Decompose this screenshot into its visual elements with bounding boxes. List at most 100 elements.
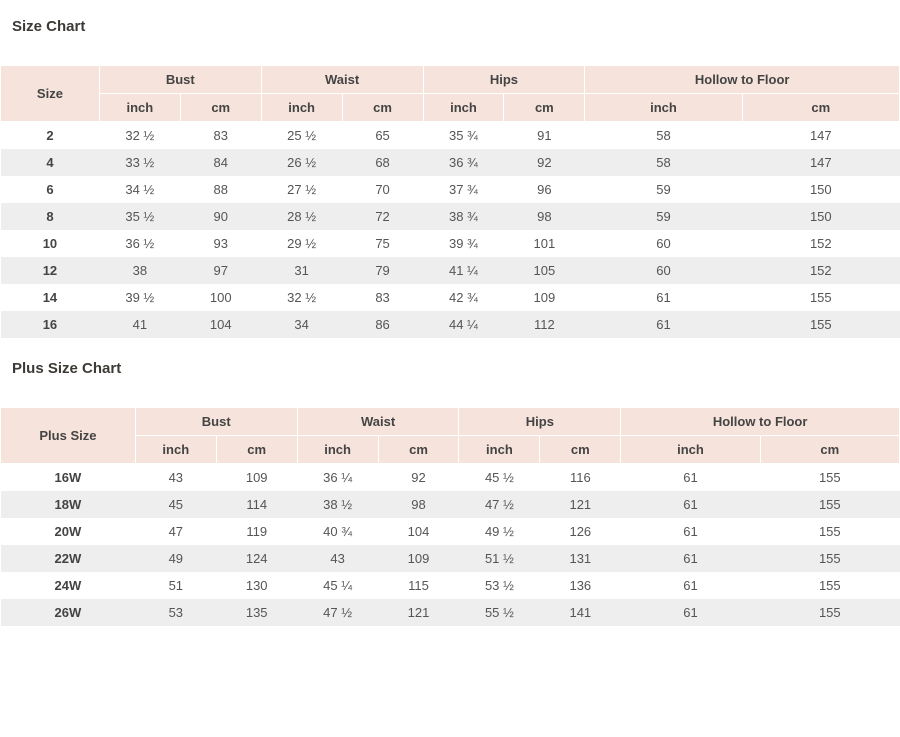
cell-value: 32 ½ (261, 284, 342, 311)
col-header-hollow-cm: cm (742, 94, 899, 122)
col-header-hips-cm: cm (540, 436, 621, 464)
cell-value: 155 (742, 311, 899, 338)
cell-value: 155 (760, 464, 899, 492)
cell-value: 32 ½ (99, 122, 180, 150)
cell-value: 61 (621, 464, 760, 492)
cell-size: 16 (1, 311, 100, 338)
plus-size-chart-title: Plus Size Chart (0, 352, 900, 407)
table-row: 1036 ½9329 ½7539 ¾10160152 (1, 230, 900, 257)
cell-value: 60 (585, 257, 742, 284)
table-row: 835 ½9028 ½7238 ¾9859150 (1, 203, 900, 230)
cell-value: 152 (742, 230, 899, 257)
cell-value: 61 (585, 284, 742, 311)
cell-value: 155 (760, 518, 899, 545)
cell-value: 105 (504, 257, 585, 284)
cell-value: 29 ½ (261, 230, 342, 257)
col-header-hips: Hips (459, 408, 621, 436)
cell-value: 35 ¾ (423, 122, 504, 150)
col-header-bust-cm: cm (180, 94, 261, 122)
col-header-size: Size (1, 66, 100, 122)
table-row: 22W491244310951 ½13161155 (1, 545, 900, 572)
table-row: 20W4711940 ¾10449 ½12661155 (1, 518, 900, 545)
cell-value: 59 (585, 176, 742, 203)
cell-value: 38 (99, 257, 180, 284)
cell-size: 14 (1, 284, 100, 311)
cell-value: 91 (504, 122, 585, 150)
table-row: 1641104348644 ¼11261155 (1, 311, 900, 338)
cell-value: 45 ¼ (297, 572, 378, 599)
col-header-hips: Hips (423, 66, 585, 94)
cell-value: 61 (621, 599, 760, 626)
table-row: 1439 ½10032 ½8342 ¾10961155 (1, 284, 900, 311)
cell-value: 47 (135, 518, 216, 545)
cell-value: 114 (216, 491, 297, 518)
table-row: 26W5313547 ½12155 ½14161155 (1, 599, 900, 626)
cell-value: 42 ¾ (423, 284, 504, 311)
col-header-bust-inch: inch (99, 94, 180, 122)
cell-value: 97 (180, 257, 261, 284)
cell-value: 35 ½ (99, 203, 180, 230)
cell-value: 155 (760, 491, 899, 518)
cell-size: 6 (1, 176, 100, 203)
cell-value: 55 ½ (459, 599, 540, 626)
col-header-waist-cm: cm (342, 94, 423, 122)
cell-value: 152 (742, 257, 899, 284)
table-row: 634 ½8827 ½7037 ¾9659150 (1, 176, 900, 203)
cell-value: 116 (540, 464, 621, 492)
cell-value: 47 ½ (297, 599, 378, 626)
cell-value: 38 ¾ (423, 203, 504, 230)
cell-value: 100 (180, 284, 261, 311)
col-header-bust: Bust (135, 408, 297, 436)
cell-value: 41 (99, 311, 180, 338)
cell-value: 61 (621, 545, 760, 572)
size-chart-title: Size Chart (0, 10, 900, 65)
table-row: 24W5113045 ¼11553 ½13661155 (1, 572, 900, 599)
col-header-bust-cm: cm (216, 436, 297, 464)
cell-value: 131 (540, 545, 621, 572)
cell-size: 24W (1, 572, 136, 599)
cell-value: 92 (504, 149, 585, 176)
size-chart-table: Size Bust Waist Hips Hollow to Floor inc… (0, 65, 900, 338)
cell-value: 84 (180, 149, 261, 176)
cell-value: 41 ¼ (423, 257, 504, 284)
cell-value: 53 ½ (459, 572, 540, 599)
cell-value: 65 (342, 122, 423, 150)
cell-value: 59 (585, 203, 742, 230)
cell-value: 92 (378, 464, 459, 492)
cell-size: 26W (1, 599, 136, 626)
col-header-hollow-cm: cm (760, 436, 899, 464)
cell-value: 98 (504, 203, 585, 230)
col-header-hips-cm: cm (504, 94, 585, 122)
cell-value: 72 (342, 203, 423, 230)
cell-value: 44 ¼ (423, 311, 504, 338)
cell-value: 109 (378, 545, 459, 572)
cell-size: 18W (1, 491, 136, 518)
col-header-bust-inch: inch (135, 436, 216, 464)
cell-value: 43 (297, 545, 378, 572)
cell-value: 53 (135, 599, 216, 626)
cell-value: 79 (342, 257, 423, 284)
cell-value: 37 ¾ (423, 176, 504, 203)
cell-value: 61 (585, 311, 742, 338)
cell-value: 98 (378, 491, 459, 518)
col-header-bust: Bust (99, 66, 261, 94)
cell-size: 16W (1, 464, 136, 492)
table-row: 16W4310936 ¼9245 ½11661155 (1, 464, 900, 492)
col-header-plus-size: Plus Size (1, 408, 136, 464)
cell-value: 49 ½ (459, 518, 540, 545)
cell-value: 121 (378, 599, 459, 626)
col-header-hollow: Hollow to Floor (621, 408, 900, 436)
cell-size: 20W (1, 518, 136, 545)
cell-value: 58 (585, 149, 742, 176)
col-header-waist: Waist (261, 66, 423, 94)
cell-value: 40 ¾ (297, 518, 378, 545)
cell-value: 27 ½ (261, 176, 342, 203)
cell-size: 4 (1, 149, 100, 176)
cell-value: 101 (504, 230, 585, 257)
cell-value: 155 (742, 284, 899, 311)
cell-value: 119 (216, 518, 297, 545)
cell-value: 61 (621, 491, 760, 518)
cell-value: 28 ½ (261, 203, 342, 230)
cell-value: 38 ½ (297, 491, 378, 518)
plus-size-chart-table: Plus Size Bust Waist Hips Hollow to Floo… (0, 407, 900, 626)
